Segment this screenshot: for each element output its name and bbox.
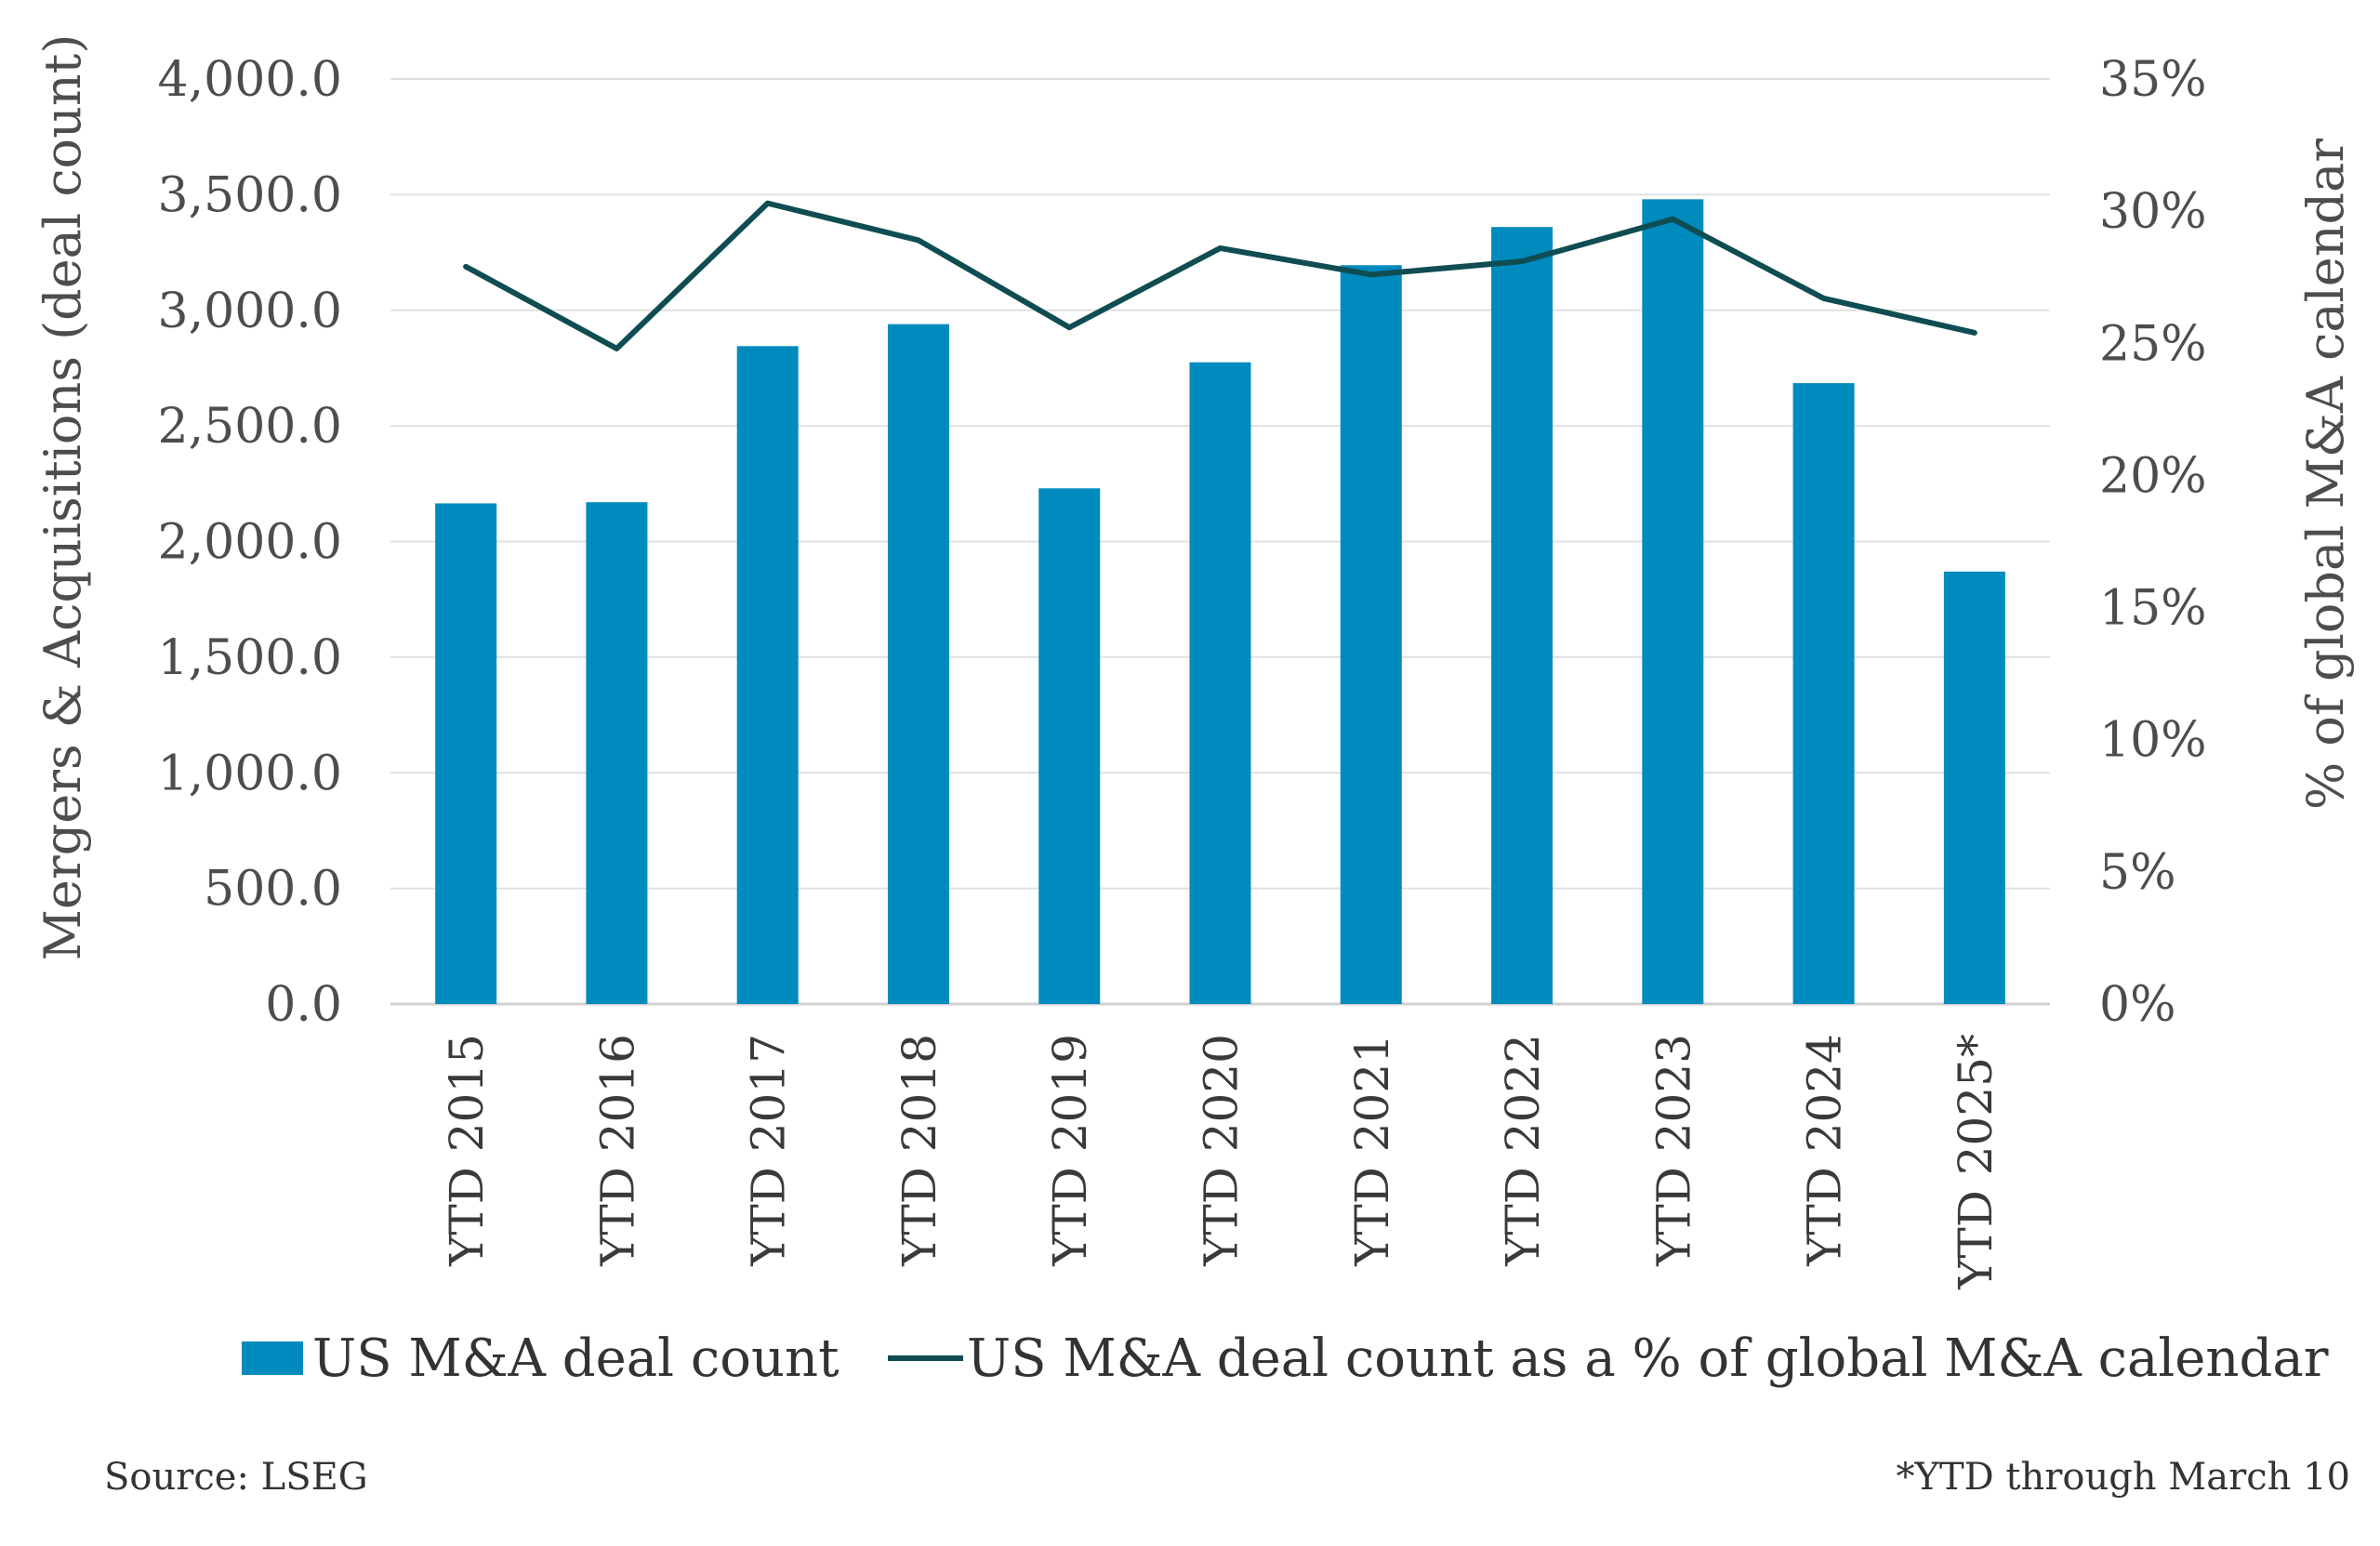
bar: [1491, 227, 1554, 1004]
category-label: YTD 2025*: [1949, 1034, 2003, 1290]
legend: US M&A deal count US M&A deal count as a…: [242, 1328, 2329, 1389]
left-tick-label: 3,500.0: [158, 167, 342, 223]
bar: [1642, 199, 1704, 1005]
category-label: YTD 2016: [590, 1034, 644, 1267]
ytd-footnote: *YTD through March 10: [1897, 1456, 2350, 1499]
bar: [1189, 362, 1251, 1004]
right-tick-label: 30%: [2099, 184, 2207, 240]
category-label: YTD 2018: [892, 1034, 946, 1267]
category-label: YTD 2021: [1345, 1034, 1399, 1267]
category-label: YTD 2020: [1195, 1034, 1249, 1267]
right-axis-title: % of global M&A calendar: [2296, 139, 2355, 810]
category-label: YTD 2017: [742, 1034, 796, 1267]
right-tick-label: 20%: [2099, 448, 2207, 504]
category-label: YTD 2019: [1043, 1034, 1097, 1267]
bar: [1792, 383, 1855, 1004]
left-tick-label: 3,000.0: [158, 284, 342, 339]
source-note: Source: LSEG: [104, 1456, 368, 1499]
bar: [1340, 265, 1402, 1004]
category-label: YTD 2015: [440, 1034, 494, 1267]
bar: [736, 346, 799, 1004]
bar: [586, 502, 648, 1004]
legend-bar-label: US M&A deal count: [312, 1328, 840, 1389]
bar-series: [435, 199, 2005, 1005]
line-series: [463, 200, 1977, 351]
bar: [887, 324, 949, 1004]
left-axis-ticks: 0.0 500.0 1,000.0 1,500.0 2,000.0 2,500.0 3,00…: [158, 52, 342, 1033]
left-tick-label: 1,500.0: [158, 630, 342, 686]
category-label: YTD 2023: [1646, 1034, 1700, 1267]
right-tick-label: 25%: [2099, 316, 2207, 372]
legend-line-label: US M&A deal count as a % of global M&A c…: [967, 1328, 2329, 1389]
right-tick-label: 10%: [2099, 713, 2207, 769]
right-tick-label: 15%: [2099, 581, 2207, 637]
bar: [435, 503, 497, 1004]
right-tick-label: 35%: [2099, 52, 2207, 108]
right-tick-label: 0%: [2099, 977, 2176, 1033]
category-labels: YTD 2015 YTD 2016 YTD 2017 YTD 2018 YTD 2019…: [440, 1034, 2003, 1290]
right-axis-ticks: 0% 5% 10% 15% 20% 25% 30% 35%: [2099, 52, 2207, 1033]
category-label: YTD 2024: [1798, 1034, 1852, 1267]
legend-bar-swatch: [242, 1341, 303, 1375]
left-tick-label: 2,000.0: [158, 515, 342, 571]
left-tick-label: 1,000.0: [158, 746, 342, 801]
left-tick-label: 0.0: [265, 977, 342, 1033]
bar: [1038, 488, 1101, 1004]
right-tick-label: 5%: [2099, 845, 2176, 901]
left-axis-title: Mergers & Acquisitions (deal count): [33, 34, 92, 961]
left-tick-label: 500.0: [204, 862, 342, 918]
left-tick-label: 2,500.0: [158, 399, 342, 455]
line-series-path: [463, 200, 1977, 351]
left-tick-label: 4,000.0: [158, 52, 342, 108]
category-label: YTD 2022: [1496, 1034, 1550, 1267]
bar: [1943, 571, 2005, 1004]
